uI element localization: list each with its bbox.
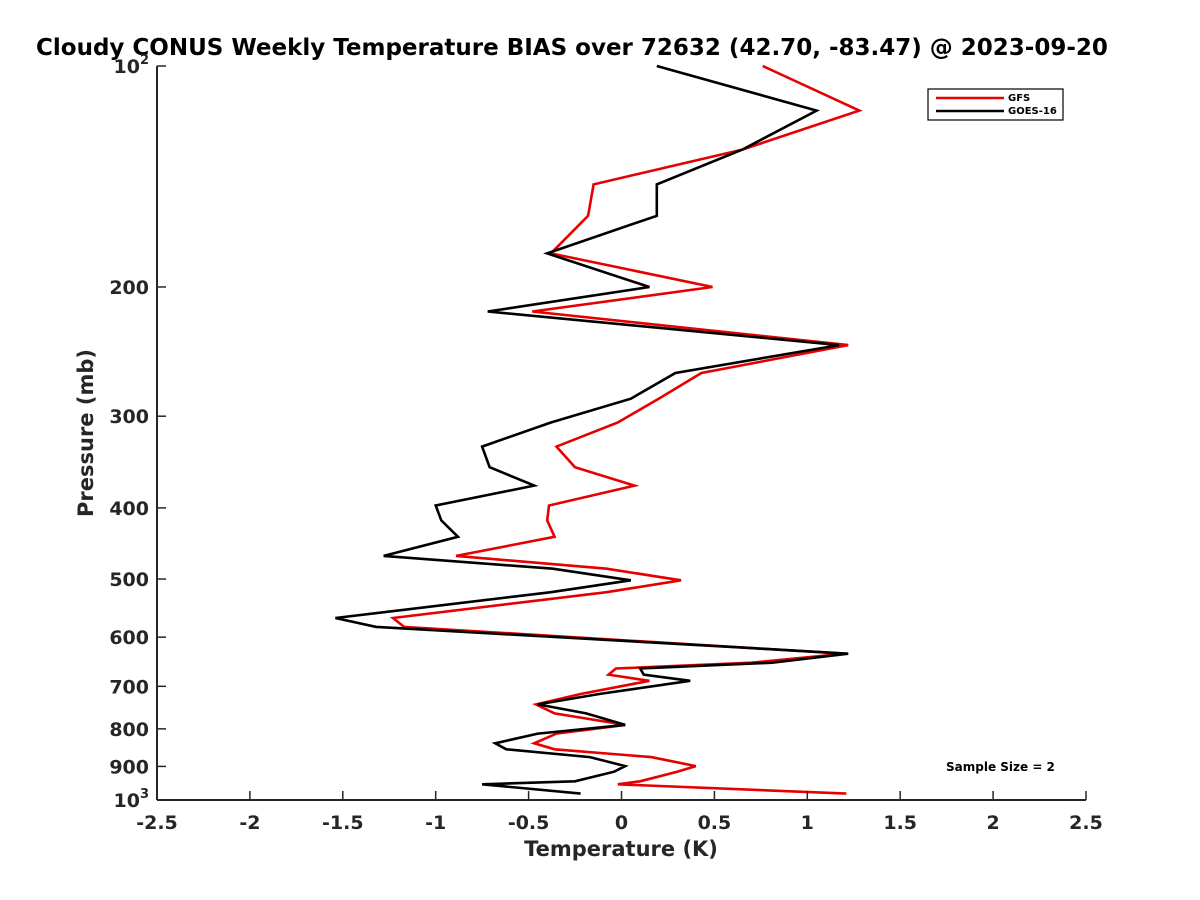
y-tick-label: 600: [109, 627, 149, 649]
y-tick-label: 400: [109, 498, 149, 520]
series-line-gfs: [389, 64, 863, 795]
legend-label-gfs: GFS: [1008, 93, 1030, 104]
x-tick-label: 1.5: [883, 812, 917, 834]
y-tick-label: 102: [114, 53, 150, 78]
y-tick-label: 700: [109, 676, 149, 698]
y-axis-label: Pressure (mb): [74, 349, 98, 517]
x-ticks: -2.5 -2 -1.5 -1 -0.5 0 0.5 1 1.5 2 2.5: [136, 791, 1103, 834]
y-tick-label: 300: [109, 406, 149, 428]
legend-box: [927, 88, 1064, 121]
x-tick-label: 0: [615, 812, 628, 834]
y-tick-label: 500: [109, 569, 149, 591]
y-ticks: 102 200 300 400 500 600 700 800 900 103: [109, 53, 166, 812]
y-tick-label: 800: [109, 719, 149, 741]
x-tick-label: -2.5: [136, 812, 178, 834]
x-tick-label: 2: [986, 812, 999, 834]
x-tick-label: -1.5: [322, 812, 364, 834]
x-tick-label: 2.5: [1069, 812, 1103, 834]
x-tick-label: -0.5: [508, 812, 550, 834]
legend-label-goes16: GOES-16: [1008, 106, 1057, 117]
y-tick-label: 200: [109, 277, 149, 299]
legend: GFS GOES-16: [927, 88, 1064, 121]
x-tick-label: 0.5: [698, 812, 732, 834]
chart-title: Cloudy CONUS Weekly Temperature BIAS ove…: [36, 35, 1108, 61]
y-tick-label: 900: [109, 756, 149, 778]
series-line-goes-16: [335, 64, 849, 795]
y-tick-label: 103: [114, 787, 150, 812]
series-layer: [335, 64, 863, 795]
x-tick-label: 1: [801, 812, 814, 834]
x-axis-label: Temperature (K): [524, 837, 718, 861]
x-tick-label: -1: [425, 812, 446, 834]
sample-size-annotation: Sample Size = 2: [946, 760, 1055, 774]
x-tick-label: -2: [239, 812, 260, 834]
